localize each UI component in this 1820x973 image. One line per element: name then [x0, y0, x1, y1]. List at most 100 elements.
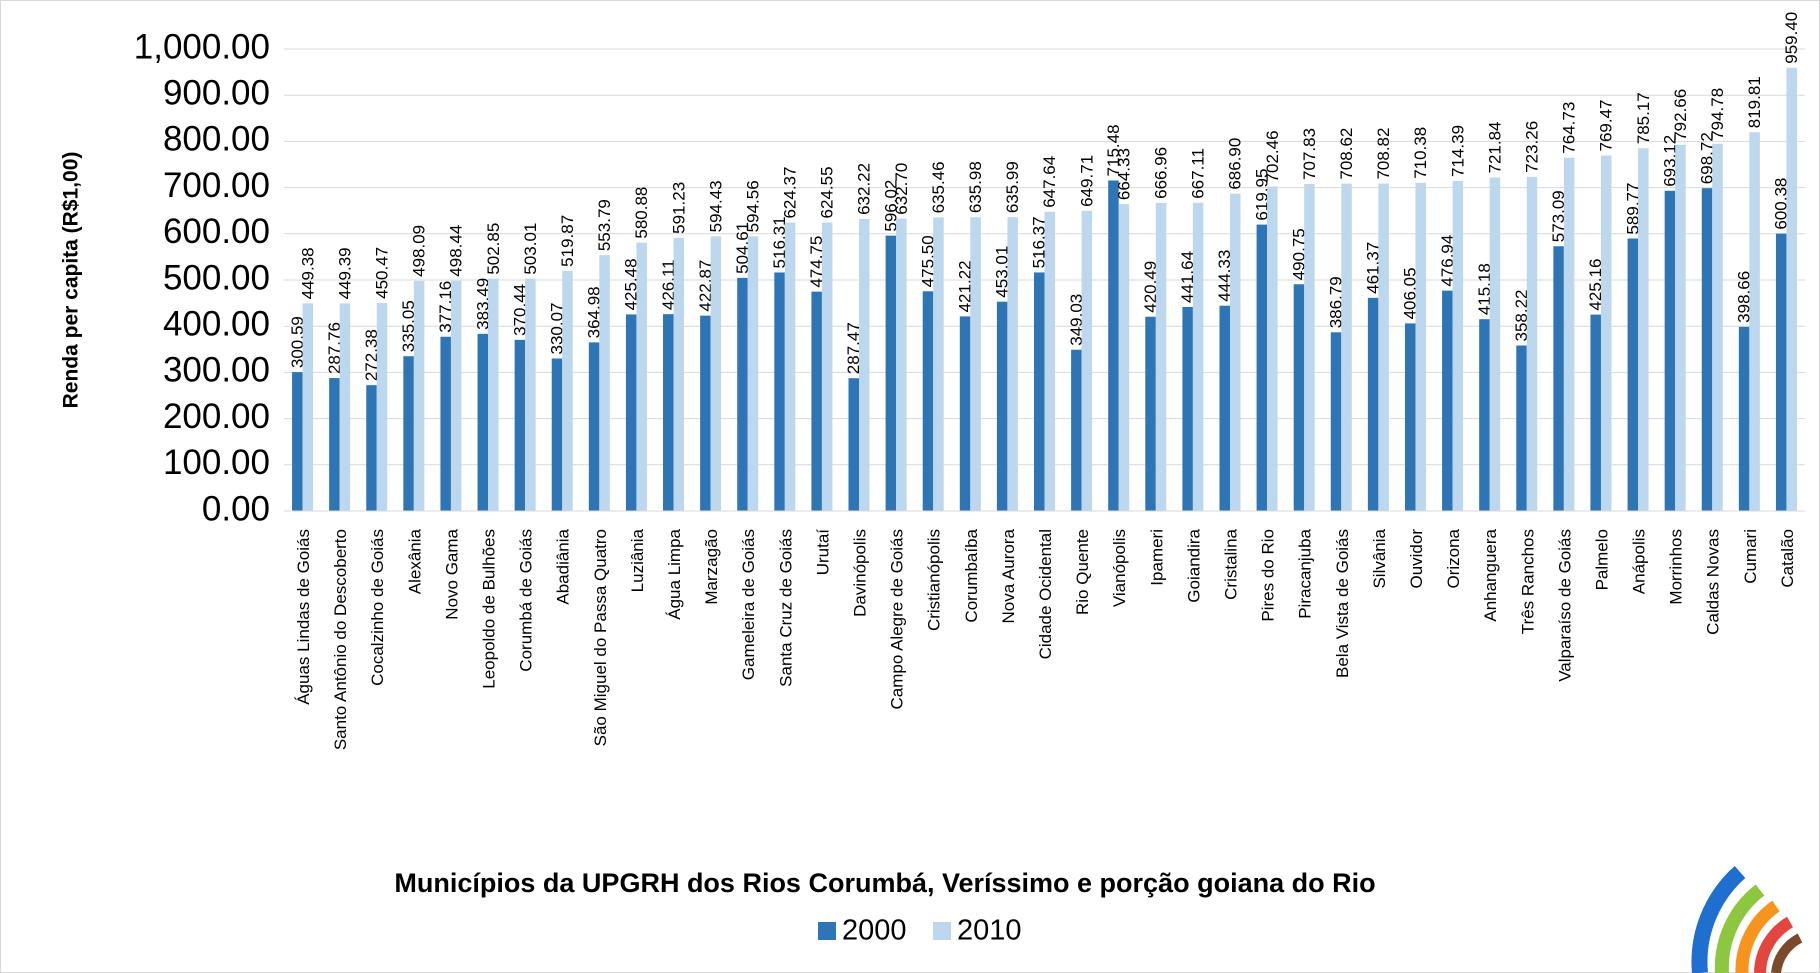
x-tick-label: Anápolis [1630, 529, 1649, 594]
x-tick-label: Marzagão [702, 529, 721, 605]
bar [1182, 306, 1193, 511]
bar [625, 314, 637, 511]
value-label: 635.98 [966, 161, 985, 213]
value-label: 594.43 [706, 180, 725, 232]
bar [1675, 144, 1686, 511]
bar [599, 255, 610, 511]
bar [1404, 323, 1416, 511]
value-label: 425.16 [1586, 259, 1605, 311]
bar [1367, 297, 1379, 511]
bar [959, 316, 971, 511]
bar [525, 278, 536, 511]
bar [1638, 148, 1649, 511]
bar [413, 280, 425, 511]
x-tick-label: Novo Gama [442, 528, 461, 619]
chart-title: Municípios da UPGRH dos Rios Corumbá, Ve… [394, 868, 1375, 898]
x-tick-label: Corumbaíba [962, 528, 981, 622]
value-label: 453.01 [993, 246, 1012, 298]
bar [1479, 319, 1490, 511]
x-tick-label: Goiandira [1184, 528, 1203, 602]
bar [1553, 246, 1564, 511]
value-label: 503.01 [521, 223, 540, 275]
bar [440, 336, 451, 511]
x-tick-label: Cumari [1741, 529, 1760, 584]
bar [292, 372, 303, 511]
bar [477, 333, 489, 511]
legend-label: 2000 [842, 915, 907, 947]
bar [700, 315, 711, 511]
value-label: 624.37 [781, 167, 800, 219]
bar [376, 302, 388, 511]
bar [1526, 176, 1538, 511]
y-tick-label: 300.00 [163, 351, 270, 390]
value-label: 287.47 [844, 322, 863, 374]
x-tick-label: Orizona [1444, 528, 1463, 588]
y-tick-label: 800.00 [163, 120, 270, 159]
bar [488, 278, 499, 511]
bar [663, 314, 674, 511]
value-label: 619.95 [1252, 169, 1271, 221]
bar [1712, 143, 1723, 511]
bar [1341, 183, 1352, 511]
y-tick-label: 500.00 [163, 258, 270, 297]
x-tick-label: Rio Quente [1073, 529, 1092, 615]
x-tick-label: Três Ranchos [1518, 529, 1537, 634]
bar [1071, 349, 1082, 511]
bar [673, 237, 685, 511]
x-tick-label: Bela Vista de Goiás [1333, 529, 1352, 678]
bar [329, 378, 340, 511]
value-label: 959.40 [1782, 12, 1801, 64]
legend-swatch [933, 922, 951, 940]
bar [1786, 67, 1797, 511]
value-label: 715.48 [1104, 124, 1123, 176]
value-label: 420.49 [1141, 261, 1160, 313]
value-label: 415.18 [1475, 263, 1494, 315]
value-label: 272.38 [362, 329, 381, 381]
x-tick-label: Corumbá de Goiás [517, 529, 536, 672]
value-label: 647.64 [1040, 156, 1059, 208]
value-label: 591.23 [669, 182, 688, 234]
bar [933, 217, 944, 511]
value-label: 686.90 [1226, 138, 1245, 190]
x-tick-label: Alexânia [405, 528, 424, 594]
value-label: 444.33 [1215, 250, 1234, 302]
value-label: 330.07 [547, 303, 566, 355]
bar [450, 280, 462, 511]
value-label: 714.39 [1448, 125, 1467, 177]
value-label: 594.56 [743, 180, 762, 232]
x-tick-label: Davinópolis [850, 529, 869, 617]
bar [1775, 233, 1787, 511]
value-label: 698.72 [1697, 132, 1716, 184]
value-label: 710.38 [1411, 127, 1430, 179]
value-label: 450.47 [372, 247, 391, 299]
value-label: 635.99 [1003, 161, 1022, 213]
value-label: 667.11 [1189, 148, 1208, 199]
y-tick-label: 600.00 [163, 212, 270, 251]
value-label: 406.05 [1401, 267, 1420, 319]
y-tick-label: 200.00 [163, 397, 270, 436]
bar [821, 222, 833, 512]
bar [403, 356, 414, 511]
legend-label: 2010 [957, 915, 1022, 947]
value-label: 580.88 [632, 187, 651, 239]
bar [1155, 202, 1167, 511]
logo [1691, 866, 1803, 973]
x-tick-label: Cristalina [1221, 528, 1240, 599]
bar [562, 270, 573, 511]
bar [366, 385, 377, 511]
x-tick-label: Caldas Novas [1704, 529, 1723, 635]
y-tick-label: 700.00 [163, 166, 270, 205]
value-label: 600.38 [1772, 178, 1791, 230]
value-label: 792.66 [1671, 89, 1690, 141]
value-label: 426.11 [659, 259, 678, 310]
bar [636, 242, 647, 512]
x-tick-label: Pires do Rio [1259, 529, 1278, 622]
bar [1590, 314, 1601, 511]
bar [1293, 284, 1305, 511]
x-tick-label: Ipameri [1147, 529, 1166, 586]
bar [1442, 290, 1453, 511]
bar [774, 272, 785, 511]
y-tick-label: 100.00 [163, 443, 270, 482]
x-tick-label: Anhanguera [1481, 528, 1500, 621]
